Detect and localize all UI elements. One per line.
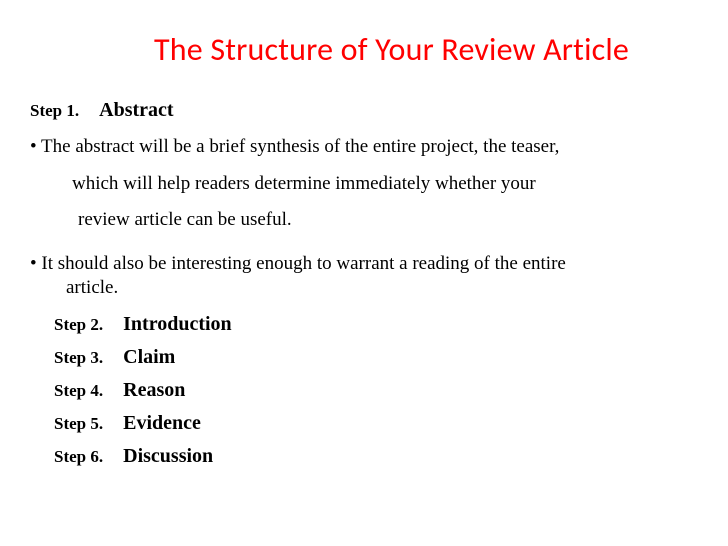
step-5-label: Step 5.: [54, 414, 103, 433]
step-6-name: Discussion: [123, 445, 213, 467]
step-6-line: Step 6. Discussion: [54, 445, 698, 468]
step-6-label: Step 6.: [54, 447, 103, 466]
step-3-name: Claim: [123, 346, 175, 368]
step-2-line: Step 2. Introduction: [54, 313, 698, 336]
step-4-name: Reason: [123, 379, 185, 401]
bullet-2: • It should also be interesting enough t…: [30, 252, 698, 300]
slide-title: The Structure of Your Review Article: [85, 30, 698, 69]
step-4-label: Step 4.: [54, 381, 103, 400]
bullet-2-line-2: article.: [66, 276, 698, 300]
step-5-line: Step 5. Evidence: [54, 412, 698, 435]
steps-list: Step 2. Introduction Step 3. Claim Step …: [54, 313, 698, 468]
step-1-line: Step 1. Abstract: [30, 99, 698, 122]
step-1-name: Abstract: [99, 99, 173, 121]
step-3-line: Step 3. Claim: [54, 346, 698, 369]
bullet-1-line-2: which will help readers determine immedi…: [72, 171, 698, 198]
step-2-name: Introduction: [123, 313, 232, 335]
step-1-label: Step 1.: [30, 101, 79, 120]
bullet-1-line-3: review article can be useful.: [78, 207, 698, 234]
bullet-1-line-1: • The abstract will be a brief synthesis…: [30, 134, 698, 161]
step-3-label: Step 3.: [54, 348, 103, 367]
step-5-name: Evidence: [123, 412, 201, 434]
bullet-2-line-1: • It should also be interesting enough t…: [30, 253, 566, 274]
step-4-line: Step 4. Reason: [54, 379, 698, 402]
step-2-label: Step 2.: [54, 315, 103, 334]
